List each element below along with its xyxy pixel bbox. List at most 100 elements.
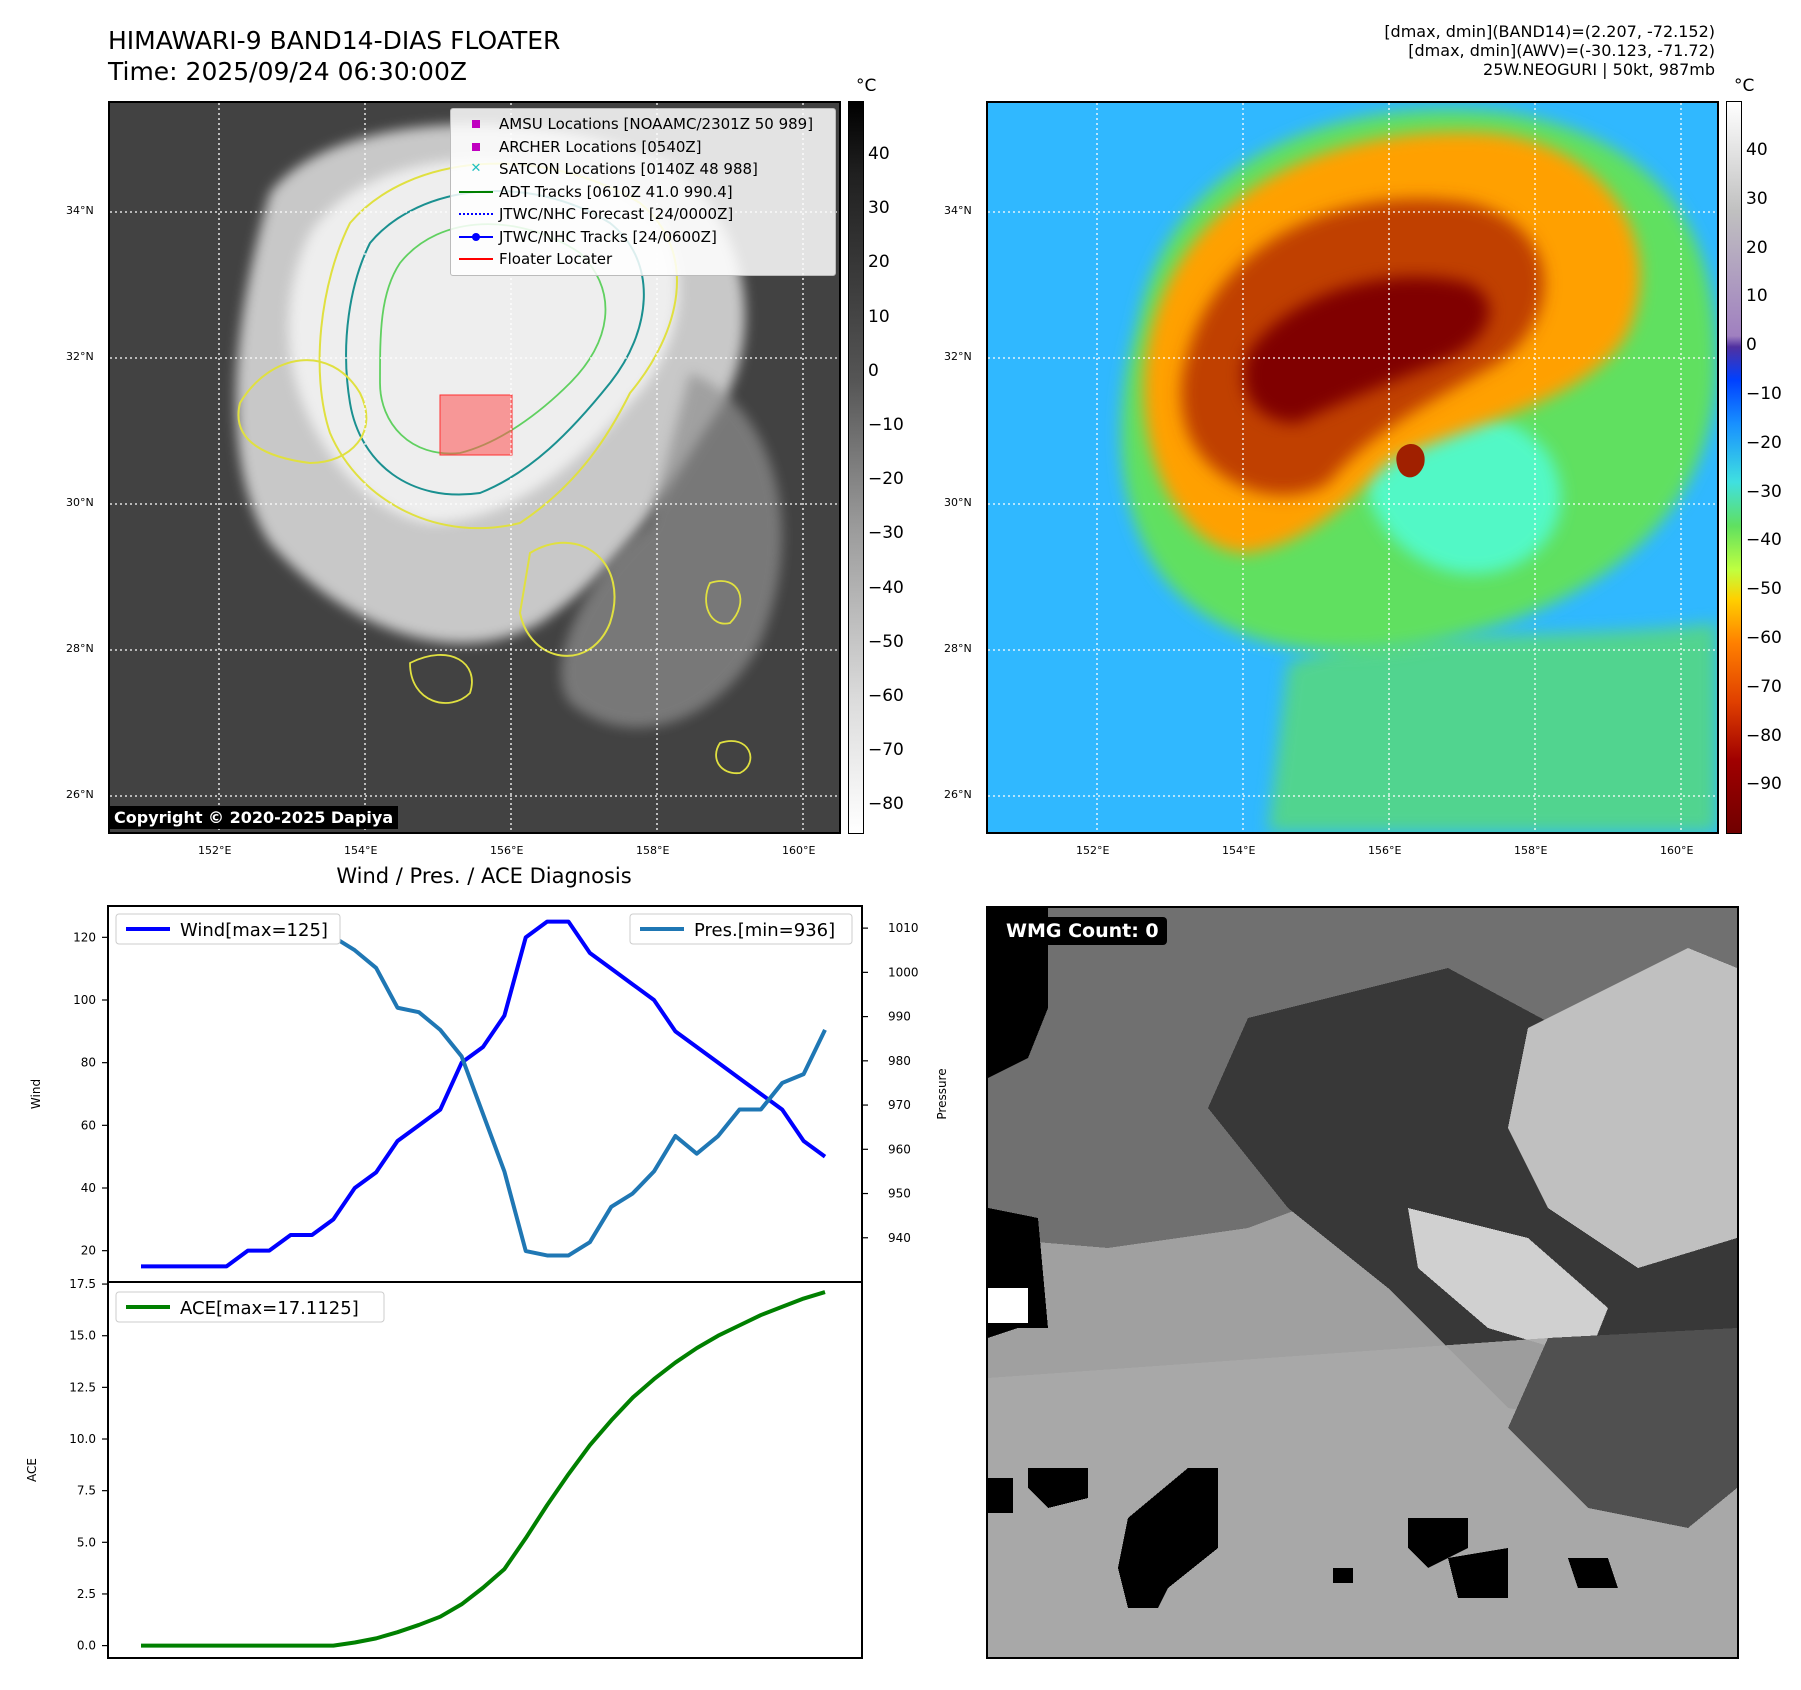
line-icon [459,185,493,199]
wind-series-line [141,919,827,1269]
awv-lat-label-32: 32°N [944,350,972,363]
band14-colorbar-tick: −50 [868,631,904,652]
band14-colorbar-tick: −40 [868,577,904,598]
awv-lon-label-152: 152°E [1076,844,1110,857]
stats-header: [dmax, dmin](BAND14)=(2.207, -72.152) [d… [1384,22,1715,79]
awv-colorbar-tick: −80 [1746,725,1782,746]
awv-colorbar-tick: 0 [1746,335,1757,356]
wmg-image [988,908,1737,1657]
awv-colorbar-tick: 20 [1746,237,1768,258]
square-marker-icon [459,117,493,131]
wind-pressure-plot: 20 40 60 80 100 120 940 950 960 970 980 990 1000 1010… [29,905,949,1283]
pressure-legend-box [629,913,853,945]
band14-colorbar-tick: −80 [868,794,904,815]
band14-colorbar-tick: −30 [868,523,904,544]
diagnosis-title: Wind / Pres. / ACE Diagnosis [336,864,632,888]
lon-label-158: 158°E [636,844,670,857]
wind-pressure-frame [107,905,863,1283]
ace-ytick-label: 17.5 [69,1277,96,1291]
pressure-ytick-label: 960 [888,1142,911,1156]
awv-colorbar-tick: −20 [1746,432,1782,453]
band14-colorbar-tick: −60 [868,686,904,706]
lon-label-152: 152°E [198,844,232,857]
awv-map [988,103,1717,832]
ace-ytick-label: 12.5 [69,1380,96,1394]
awv-lon-label-154: 154°E [1222,844,1256,857]
ace-legend-box [115,1291,385,1323]
legend-floater: Floater Locater [459,248,827,271]
legend-forecast-label: JTWC/NHC Forecast [24/0000Z] [499,205,734,224]
awv-colorbar [1726,101,1742,834]
wind-legend-label: Wind[max=125] [180,920,328,941]
lat-label-34: 34°N [66,204,94,217]
awv-colorbar-tick: −10 [1746,384,1782,404]
legend-tracks: JTWC/NHC Tracks [24/0600Z] [459,226,827,249]
wind-axis-label: Wind [29,1079,43,1109]
awv-lon-label-156: 156°E [1368,844,1402,857]
awv-lon-label-158: 158°E [1514,844,1548,857]
title-line-1: HIMAWARI-9 BAND14-DIAS FLOATER [108,26,561,55]
dotted-line-icon [459,207,493,221]
band14-colorbar-tick: 30 [868,198,890,219]
pressure-ytick-label: 950 [888,1187,911,1201]
line-icon [459,252,493,266]
awv-map-panel [986,101,1719,834]
band14-colorbar-tick: 20 [868,252,890,273]
ace-legend-label: ACE[max=17.1125] [180,1298,359,1319]
copyright-badge: Copyright © 2020-2025 Dapiya [109,806,399,829]
ace-ytick-label: 10.0 [69,1432,96,1446]
legend-satcon-label: SATCON Locations [0140Z 48 988] [499,160,758,179]
band14-colorbar-tick: −20 [868,469,904,490]
awv-colorbar-tick: 10 [1746,286,1768,307]
storm-info: 25W.NEOGURI | 50kt, 987mb [1483,60,1715,79]
page-title: HIMAWARI-9 BAND14-DIAS FLOATER Time: 202… [108,25,560,87]
map-legend: AMSU Locations [NOAAMC/2301Z 50 989] ARC… [450,108,836,276]
line-dot-icon [459,230,493,244]
wmg-panel [986,906,1739,1659]
diagnosis-chart: 20 40 60 80 100 120 940 950 960 970 980 990 1000 1010… [25,905,949,1659]
awv-lon-label-160: 160°E [1660,844,1694,857]
legend-satcon: ✕ SATCON Locations [0140Z 48 988] [459,158,827,181]
wmg-count-badge: WMG Count: 0 [998,917,1167,945]
pressure-legend-label: Pres.[min=936] [694,920,835,941]
wind-ytick-label: 20 [81,1244,96,1258]
legend-adt: ADT Tracks [0610Z 41.0 990.4] [459,181,827,204]
pressure-axis-label: Pressure [935,1068,949,1119]
wind-ytick-label: 40 [81,1181,96,1195]
band14-colorbar-tick: −10 [868,415,904,435]
awv-colorbar-tick: 40 [1746,140,1768,160]
lat-label-28: 28°N [66,642,94,655]
stats-band14: [dmax, dmin](BAND14)=(2.207, -72.152) [1384,22,1715,41]
lat-label-26: 26°N [66,788,94,801]
ace-ytick-label: 0.0 [77,1639,96,1653]
ace-axis-label: ACE [25,1458,39,1482]
lon-label-156: 156°E [490,844,524,857]
band14-colorbar-tick: 10 [868,306,890,327]
pressure-ytick-label: 990 [888,1010,911,1024]
band14-colorbar [848,101,864,834]
legend-tracks-label: JTWC/NHC Tracks [24/0600Z] [499,227,717,246]
awv-colorbar-tick: −70 [1746,676,1782,697]
wind-ytick-label: 120 [73,930,96,944]
lon-label-160: 160°E [782,844,816,857]
ace-ytick-label: 5.0 [77,1535,96,1549]
pressure-ytick-label: 970 [888,1098,911,1112]
lat-label-32: 32°N [66,350,94,363]
ace-frame [107,1281,863,1659]
pressure-ytick-label: 980 [888,1054,911,1068]
wind-ytick-label: 100 [73,993,96,1007]
band14-colorbar-tick: 40 [868,144,890,164]
x-marker-icon: ✕ [470,161,482,177]
ace-plot: 0.0 2.5 5.0 7.5 10.0 12.5 15.0 17.5 ACE ACE[max=1… [25,1277,863,1659]
pressure-ytick-label: 1000 [888,965,919,979]
pressure-ytick-label: 1010 [888,921,919,935]
lat-label-30: 30°N [66,496,94,509]
legend-forecast: JTWC/NHC Forecast [24/0000Z] [459,203,827,226]
band14-colorbar-tick: 0 [868,360,879,381]
pressure-series-line [141,917,827,1258]
awv-colorbar-tick: −30 [1746,481,1782,502]
awv-lat-label-34: 34°N [944,204,972,217]
awv-colorbar-unit: °C [1734,76,1755,96]
awv-colorbar-tick: −60 [1746,628,1782,648]
ace-ytick-label: 2.5 [77,1587,96,1601]
